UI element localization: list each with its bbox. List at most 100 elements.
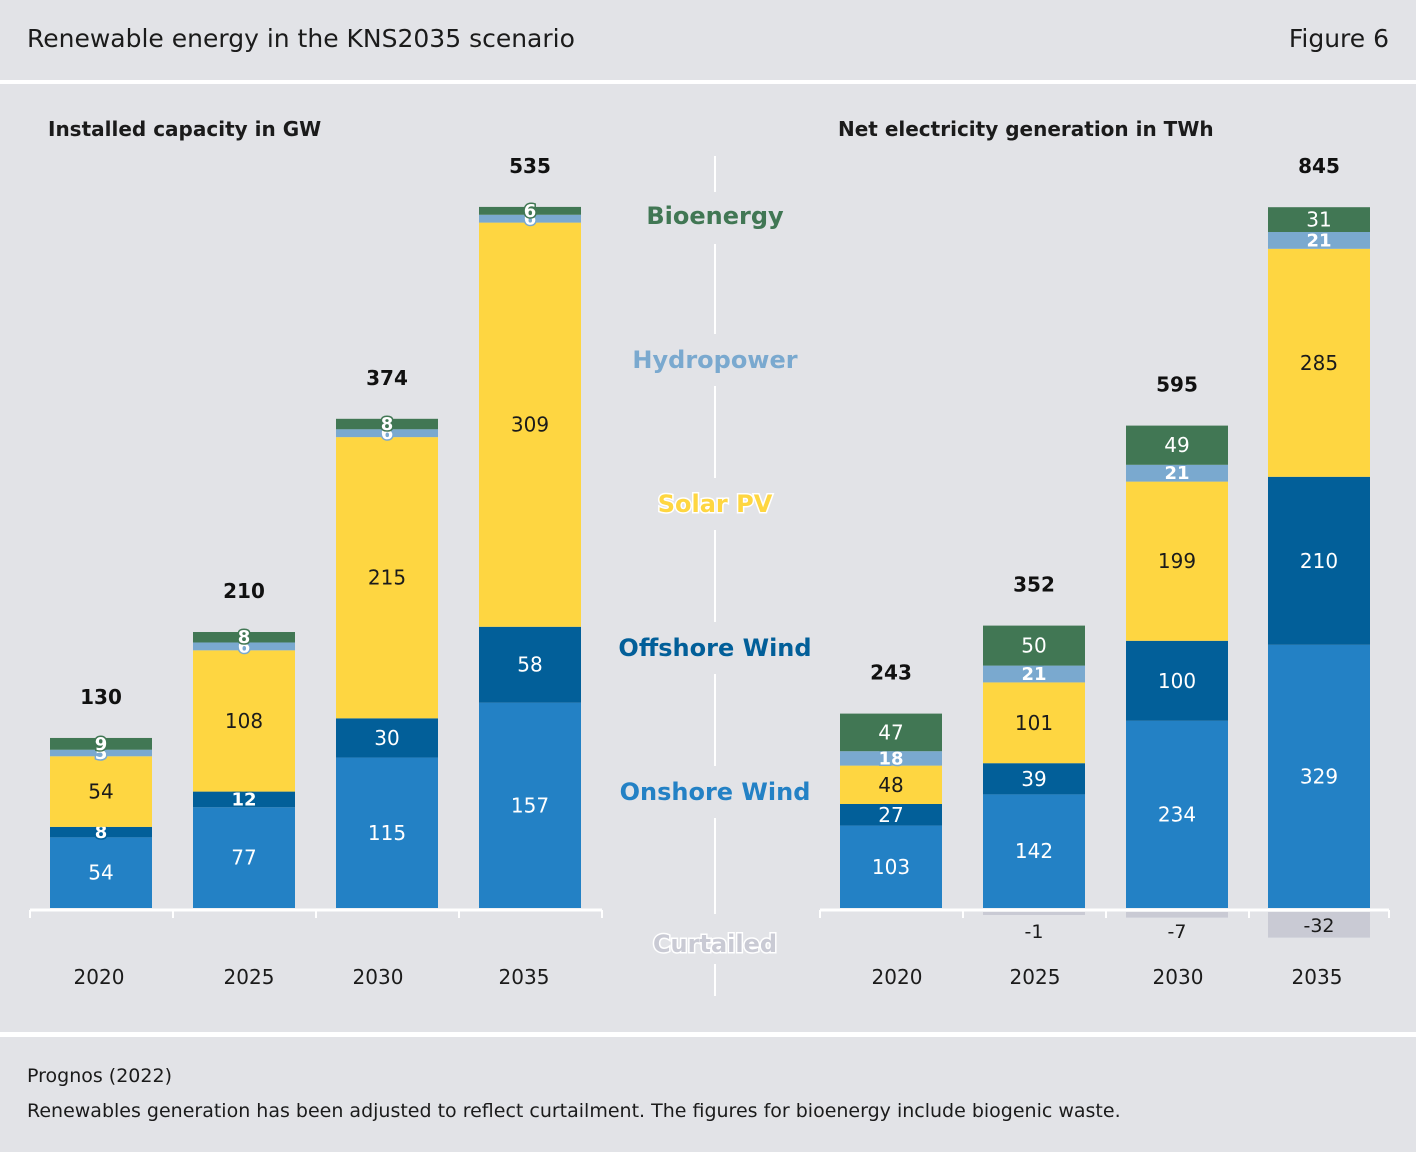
legend-label-offshore: Offshore Wind <box>618 634 811 662</box>
footnote: Renewables generation has been adjusted … <box>27 1100 1121 1122</box>
bar-segment-solar <box>479 222 581 627</box>
data-label-offshore: 210 <box>1300 549 1338 573</box>
data-label-solar: 199 <box>1158 549 1196 573</box>
data-label-solar: 285 <box>1300 351 1338 375</box>
bar-segment-bio <box>1268 207 1370 232</box>
bar-segment-onshore <box>336 757 438 908</box>
generation-panel-title: Net electricity generation in TWh <box>838 117 1214 141</box>
data-label-onshore: 54 <box>88 861 113 885</box>
bar-segment-bio <box>193 632 295 643</box>
data-label-bio: 9 <box>95 734 108 755</box>
bar-segment-offshore <box>193 791 295 808</box>
figure-footer: Prognos (2022) Renewables generation has… <box>0 1032 1416 1152</box>
data-label-hydro: 18 <box>878 748 903 769</box>
category-label: 2030 <box>353 965 404 989</box>
data-label-solar: 309 <box>511 413 549 437</box>
bar-segment-onshore <box>1126 720 1228 908</box>
total-label: 595 <box>1156 373 1198 397</box>
capacity-chart: 5485459130202077121086821020251153021568… <box>29 154 603 989</box>
data-label-hydro: 21 <box>1164 463 1189 484</box>
data-label-bio: 6 <box>524 201 537 222</box>
data-label-hydro: 21 <box>1306 230 1331 251</box>
total-label: 535 <box>509 154 551 178</box>
capacity-panel-title: Installed capacity in GW <box>48 117 321 141</box>
data-label-offshore: 12 <box>231 789 256 810</box>
legend-label-hydro: Hydropower <box>632 346 797 374</box>
data-label-bio: 50 <box>1021 634 1046 658</box>
bar-segment-onshore <box>983 794 1085 908</box>
data-label-curtailed: -32 <box>1303 915 1334 937</box>
source-note: Prognos (2022) <box>27 1065 172 1087</box>
bar-segment-bio <box>840 713 942 752</box>
total-label: 210 <box>223 579 265 603</box>
data-label-curtailed: -7 <box>1168 921 1187 943</box>
data-label-onshore: 115 <box>368 821 406 845</box>
bar-segment-offshore <box>1268 476 1370 645</box>
bar-segment-offshore <box>50 826 152 838</box>
figure-number: Figure 6 <box>1288 24 1389 53</box>
total-label: 845 <box>1298 154 1340 178</box>
bar-segment-offshore <box>983 763 1085 795</box>
legend-label-curtailed: Curtailed <box>653 930 777 958</box>
bar-segment-offshore <box>336 718 438 758</box>
data-label-offshore: 30 <box>374 726 399 750</box>
bar-segment-bio <box>336 418 438 430</box>
data-label-onshore: 329 <box>1300 764 1338 788</box>
total-label: 374 <box>366 366 408 390</box>
data-label-offshore: 58 <box>517 653 542 677</box>
bar-segment-bio <box>479 206 581 215</box>
bar-segment-solar <box>193 650 295 792</box>
data-label-offshore: 100 <box>1158 669 1196 693</box>
legend-label-solar: Solar PV <box>658 490 773 518</box>
data-label-bio: 8 <box>238 627 251 648</box>
bar-segment-onshore <box>50 837 152 908</box>
bar-segment-hydro <box>1126 464 1228 482</box>
bar-segment-hydro <box>193 642 295 651</box>
category-label: 2020 <box>872 965 923 989</box>
bar-segment-solar <box>50 756 152 827</box>
data-label-solar: 101 <box>1015 711 1053 735</box>
total-label: 130 <box>80 685 122 709</box>
data-label-bio: 8 <box>381 414 394 435</box>
bar-segment-onshore <box>479 702 581 908</box>
data-label-solar: 48 <box>878 773 903 797</box>
data-label-onshore: 234 <box>1158 802 1196 826</box>
data-label-bio: 47 <box>878 720 903 744</box>
bar-segment-solar <box>983 682 1085 764</box>
bar-segment-onshore <box>1268 644 1370 908</box>
bar-segment-curtailed <box>983 912 1085 915</box>
category-label: 2035 <box>1292 965 1343 989</box>
data-label-offshore: 39 <box>1021 767 1046 791</box>
bar-segment-solar <box>1268 248 1370 477</box>
category-label: 2025 <box>224 965 275 989</box>
data-label-onshore: 142 <box>1015 839 1053 863</box>
figure-title: Renewable energy in the KNS2035 scenario <box>27 24 575 53</box>
category-label: 2035 <box>499 965 550 989</box>
bar-segment-hydro <box>479 214 581 223</box>
bar-segment-hydro <box>1268 232 1370 249</box>
bar-segment-hydro <box>983 665 1085 683</box>
bar-segment-bio <box>983 625 1085 666</box>
bar-segment-offshore <box>840 804 942 826</box>
bar-segment-hydro <box>50 749 152 757</box>
data-label-solar: 215 <box>368 566 406 590</box>
category-label: 2025 <box>1010 965 1061 989</box>
legend-label-onshore: Onshore Wind <box>620 778 811 806</box>
bar-segment-curtailed <box>1268 912 1370 938</box>
bar-segment-hydro <box>840 751 942 766</box>
generation-chart: 103 27 48 18 47 243 2020 142 39 101 21 50 -1 352 2025 2… <box>819 154 1390 989</box>
data-label-onshore: 77 <box>231 846 256 870</box>
data-label-offshore: 27 <box>878 803 903 827</box>
category-label: 2020 <box>74 965 125 989</box>
bar-segment-onshore <box>840 825 942 908</box>
bar-segment-offshore <box>1126 640 1228 721</box>
bar-segment-hydro <box>336 429 438 438</box>
bar-segment-solar <box>1126 481 1228 641</box>
data-label-curtailed: -1 <box>1025 921 1044 943</box>
bar-segment-bio <box>50 737 152 750</box>
legend-label-bio: Bioenergy <box>646 202 784 230</box>
bar-segment-curtailed <box>1126 912 1228 918</box>
legend: Bioenergy Hydropower Solar PV Offshore Wind… <box>618 156 812 996</box>
bar-segment-offshore <box>479 626 581 703</box>
data-label-bio: 31 <box>1306 208 1331 232</box>
